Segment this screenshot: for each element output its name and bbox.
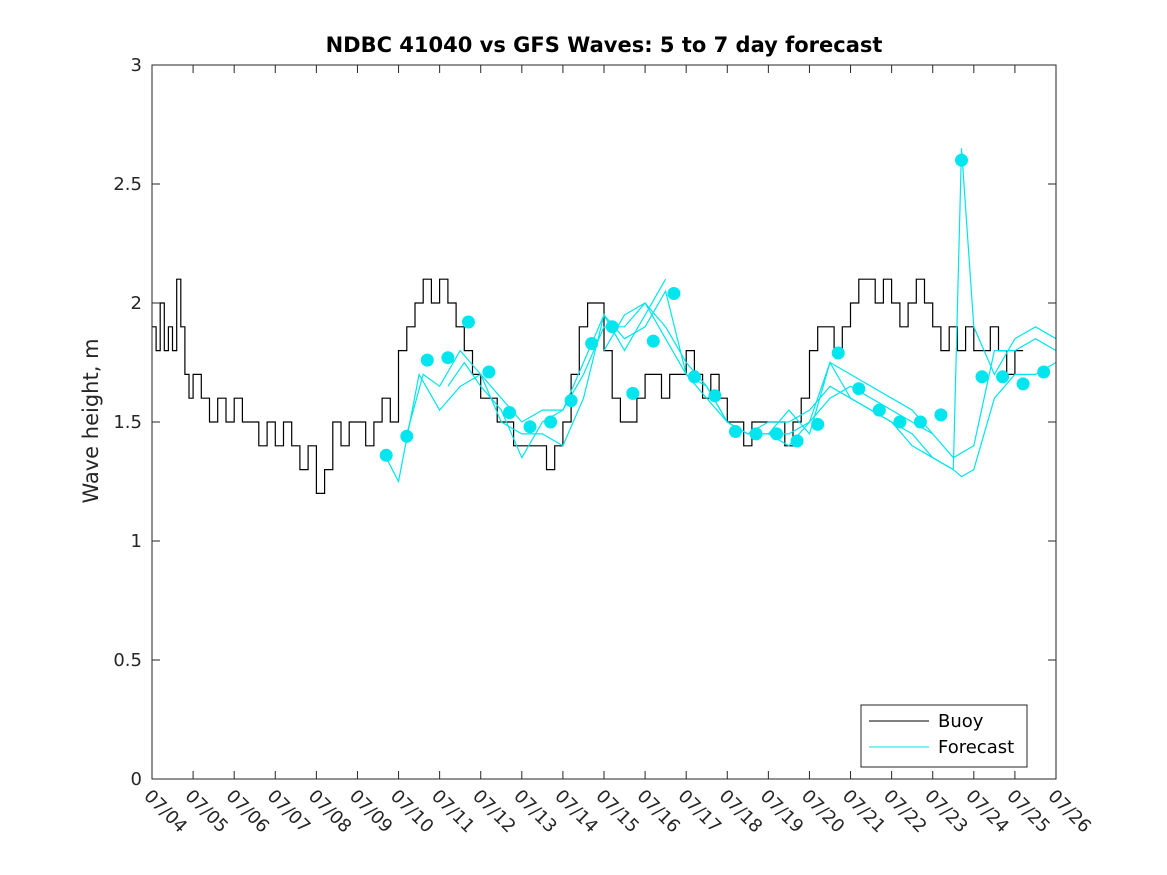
- forecast-run-1: [385, 278, 667, 484]
- forecast-marker: [605, 320, 619, 334]
- forecast-marker: [790, 434, 804, 448]
- y-tick-label: 2: [131, 293, 142, 314]
- forecast-marker: [564, 394, 578, 408]
- plot-area: [152, 148, 1057, 494]
- forecast-marker: [420, 353, 434, 367]
- forecast-marker: [749, 427, 763, 441]
- y-tick-label: 0: [131, 769, 142, 790]
- legend-forecast-label: Forecast: [938, 737, 1014, 758]
- y-tick-label: 0.5: [113, 650, 142, 671]
- forecast-marker: [687, 370, 701, 384]
- buoy-line: [152, 278, 1024, 494]
- legend: Buoy Forecast: [860, 704, 1028, 768]
- forecast-marker: [482, 365, 496, 379]
- forecast-marker: [770, 427, 784, 441]
- forecast-marker: [544, 415, 558, 429]
- forecast-marker: [852, 382, 866, 396]
- forecast-marker: [461, 315, 475, 329]
- forecast-marker: [955, 153, 968, 167]
- y-tick-label: 1.5: [113, 412, 142, 433]
- forecast-marker: [441, 351, 455, 365]
- forecast-marker: [626, 386, 640, 400]
- y-axis-label: Wave height, m: [79, 338, 103, 503]
- y-tick-label: 1: [131, 531, 142, 552]
- forecast-marker: [1037, 365, 1051, 379]
- forecast-marker: [893, 415, 907, 429]
- forecast-marker: [523, 420, 537, 434]
- forecast-marker: [934, 408, 948, 422]
- forecast-marker: [913, 415, 927, 429]
- forecast-marker: [831, 346, 845, 360]
- forecast-marker: [667, 287, 681, 300]
- forecast-run-2: [406, 302, 851, 435]
- forecast-marker: [996, 370, 1010, 384]
- forecast-marker: [585, 337, 599, 350]
- forecast-run-6: [850, 361, 1057, 478]
- forecast-marker: [811, 417, 825, 431]
- forecast-run-5: [768, 148, 1057, 471]
- forecast-marker: [708, 389, 722, 403]
- forecast-marker: [975, 370, 989, 384]
- forecast-marker: [1016, 377, 1030, 391]
- chart-title: NDBC 41040 vs GFS Waves: 5 to 7 day fore…: [326, 33, 883, 57]
- y-tick-label: 3: [131, 55, 142, 76]
- forecast-marker: [646, 334, 660, 348]
- forecast-marker: [872, 403, 886, 417]
- legend-box: [860, 704, 1028, 768]
- y-tick-label: 2.5: [113, 174, 142, 195]
- legend-buoy-label: Buoy: [938, 711, 984, 732]
- forecast-marker: [379, 448, 393, 462]
- forecast-marker: [729, 425, 742, 438]
- forecast-marker: [400, 429, 414, 443]
- forecast-marker: [503, 406, 516, 419]
